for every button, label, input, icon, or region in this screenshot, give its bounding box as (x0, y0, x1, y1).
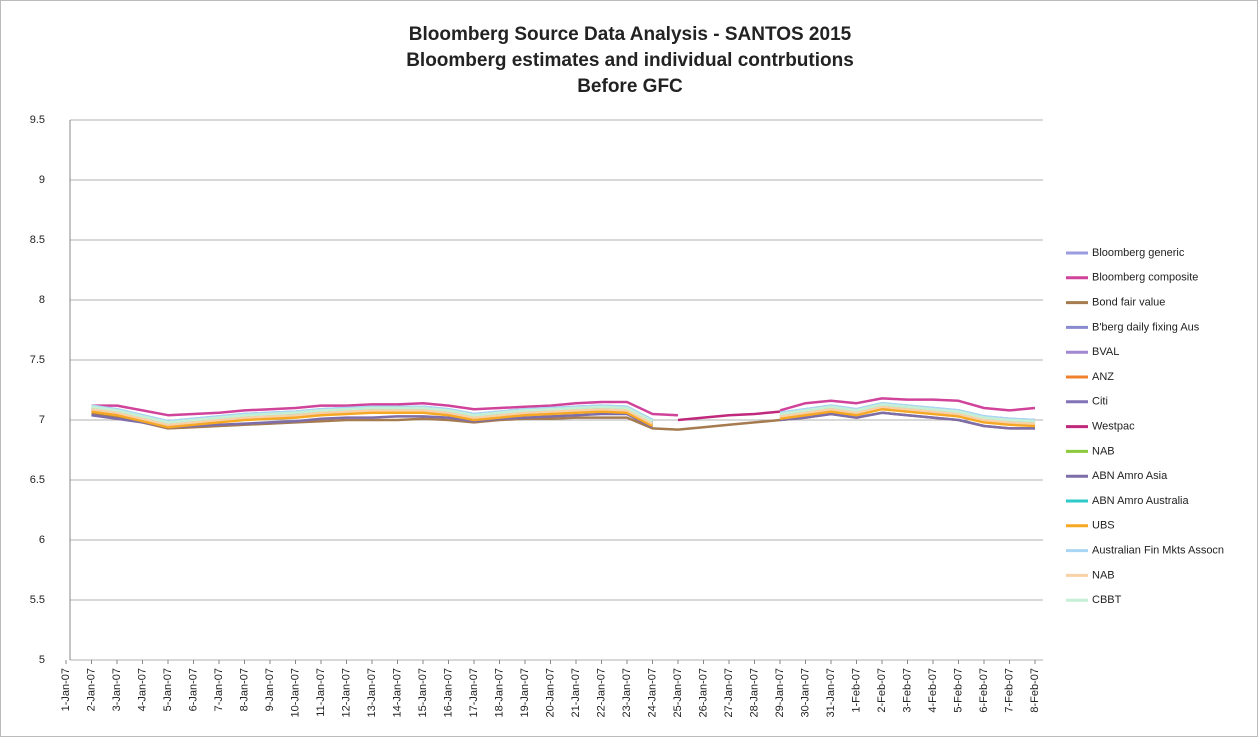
x-tick-label: 3-Feb-07 (901, 668, 913, 713)
x-tick-label: 5-Feb-07 (952, 668, 964, 713)
x-tick-label: 8-Feb-07 (1029, 668, 1041, 713)
x-tick-label: 29-Jan-07 (774, 668, 786, 718)
series-line (91, 403, 1036, 424)
legend-label: ABN Amro Asia (1092, 470, 1168, 482)
x-tick-label: 9-Jan-07 (264, 668, 276, 711)
x-tick-label: 8-Jan-07 (238, 668, 250, 711)
x-tick-label: 4-Jan-07 (136, 668, 148, 711)
series-line (91, 405, 1036, 427)
x-tick-label: 13-Jan-07 (366, 668, 378, 718)
legend-label: Australian Fin Mkts Assocn (1092, 545, 1224, 557)
x-tick-label: 18-Jan-07 (493, 668, 505, 718)
x-tick-label: 24-Jan-07 (646, 668, 658, 718)
x-tick-label: 2-Feb-07 (876, 668, 888, 713)
legend-label: NAB (1092, 445, 1115, 457)
y-tick-label: 6 (39, 534, 45, 546)
legend-label: ABN Amro Australia (1092, 495, 1189, 507)
legend-label: UBS (1092, 520, 1115, 532)
x-tick-label: 22-Jan-07 (595, 668, 607, 718)
x-tick-label: 25-Jan-07 (672, 668, 684, 718)
series-line (91, 397, 1036, 417)
y-tick-label: 7 (39, 414, 45, 426)
x-tick-label: 5-Jan-07 (162, 668, 174, 711)
legend-label: BVAL (1092, 346, 1119, 358)
y-tick-label: 9 (39, 174, 45, 186)
x-tick-label: 12-Jan-07 (340, 668, 352, 718)
legend-label: NAB (1092, 569, 1115, 581)
x-tick-label: 10-Jan-07 (289, 668, 301, 718)
x-tick-label: 1-Jan-07 (60, 668, 72, 711)
legend-label: Bloomberg composite (1092, 272, 1198, 284)
x-tick-label: 23-Jan-07 (621, 668, 633, 718)
y-tick-label: 6.5 (30, 474, 45, 486)
chart-title: Bloomberg estimates and individual contr… (406, 50, 854, 71)
y-tick-label: 5.5 (30, 594, 45, 606)
series-line (677, 410, 781, 422)
x-tick-label: 26-Jan-07 (697, 668, 709, 718)
x-tick-label: 6-Jan-07 (187, 668, 199, 711)
y-tick-label: 8 (39, 294, 45, 306)
legend-label: Bloomberg generic (1092, 247, 1185, 259)
x-tick-label: 1-Feb-07 (850, 668, 862, 713)
x-tick-label: 30-Jan-07 (799, 668, 811, 718)
x-tick-label: 27-Jan-07 (723, 668, 735, 718)
y-tick-label: 5 (39, 654, 45, 666)
x-tick-label: 7-Feb-07 (1003, 668, 1015, 713)
y-tick-label: 7.5 (30, 354, 45, 366)
x-tick-label: 2-Jan-07 (85, 668, 97, 711)
x-tick-label: 3-Jan-07 (111, 668, 123, 711)
chart-title: Before GFC (577, 76, 683, 97)
legend-label: B'berg daily fixing Aus (1092, 321, 1200, 333)
legend-label: CBBT (1092, 594, 1122, 606)
x-tick-label: 15-Jan-07 (417, 668, 429, 718)
x-tick-label: 17-Jan-07 (468, 668, 480, 718)
chart-title: Bloomberg Source Data Analysis - SANTOS … (409, 24, 852, 45)
x-tick-label: 7-Jan-07 (213, 668, 225, 711)
legend-label: Westpac (1092, 421, 1135, 433)
x-tick-label: 16-Jan-07 (442, 668, 454, 718)
x-tick-label: 14-Jan-07 (391, 668, 403, 718)
x-tick-label: 20-Jan-07 (544, 668, 556, 718)
y-tick-label: 8.5 (30, 234, 45, 246)
y-tick-label: 9.5 (30, 114, 45, 126)
x-tick-label: 28-Jan-07 (748, 668, 760, 718)
series-line (91, 407, 1036, 429)
x-tick-label: 4-Feb-07 (927, 668, 939, 713)
x-tick-label: 11-Jan-07 (315, 668, 327, 717)
x-tick-label: 21-Jan-07 (570, 668, 582, 718)
legend-label: ANZ (1092, 371, 1114, 383)
x-tick-label: 6-Feb-07 (978, 668, 990, 713)
legend-label: Citi (1092, 396, 1108, 408)
x-tick-label: 19-Jan-07 (519, 668, 531, 718)
x-tick-label: 31-Jan-07 (825, 668, 837, 718)
legend-label: Bond fair value (1092, 297, 1165, 309)
